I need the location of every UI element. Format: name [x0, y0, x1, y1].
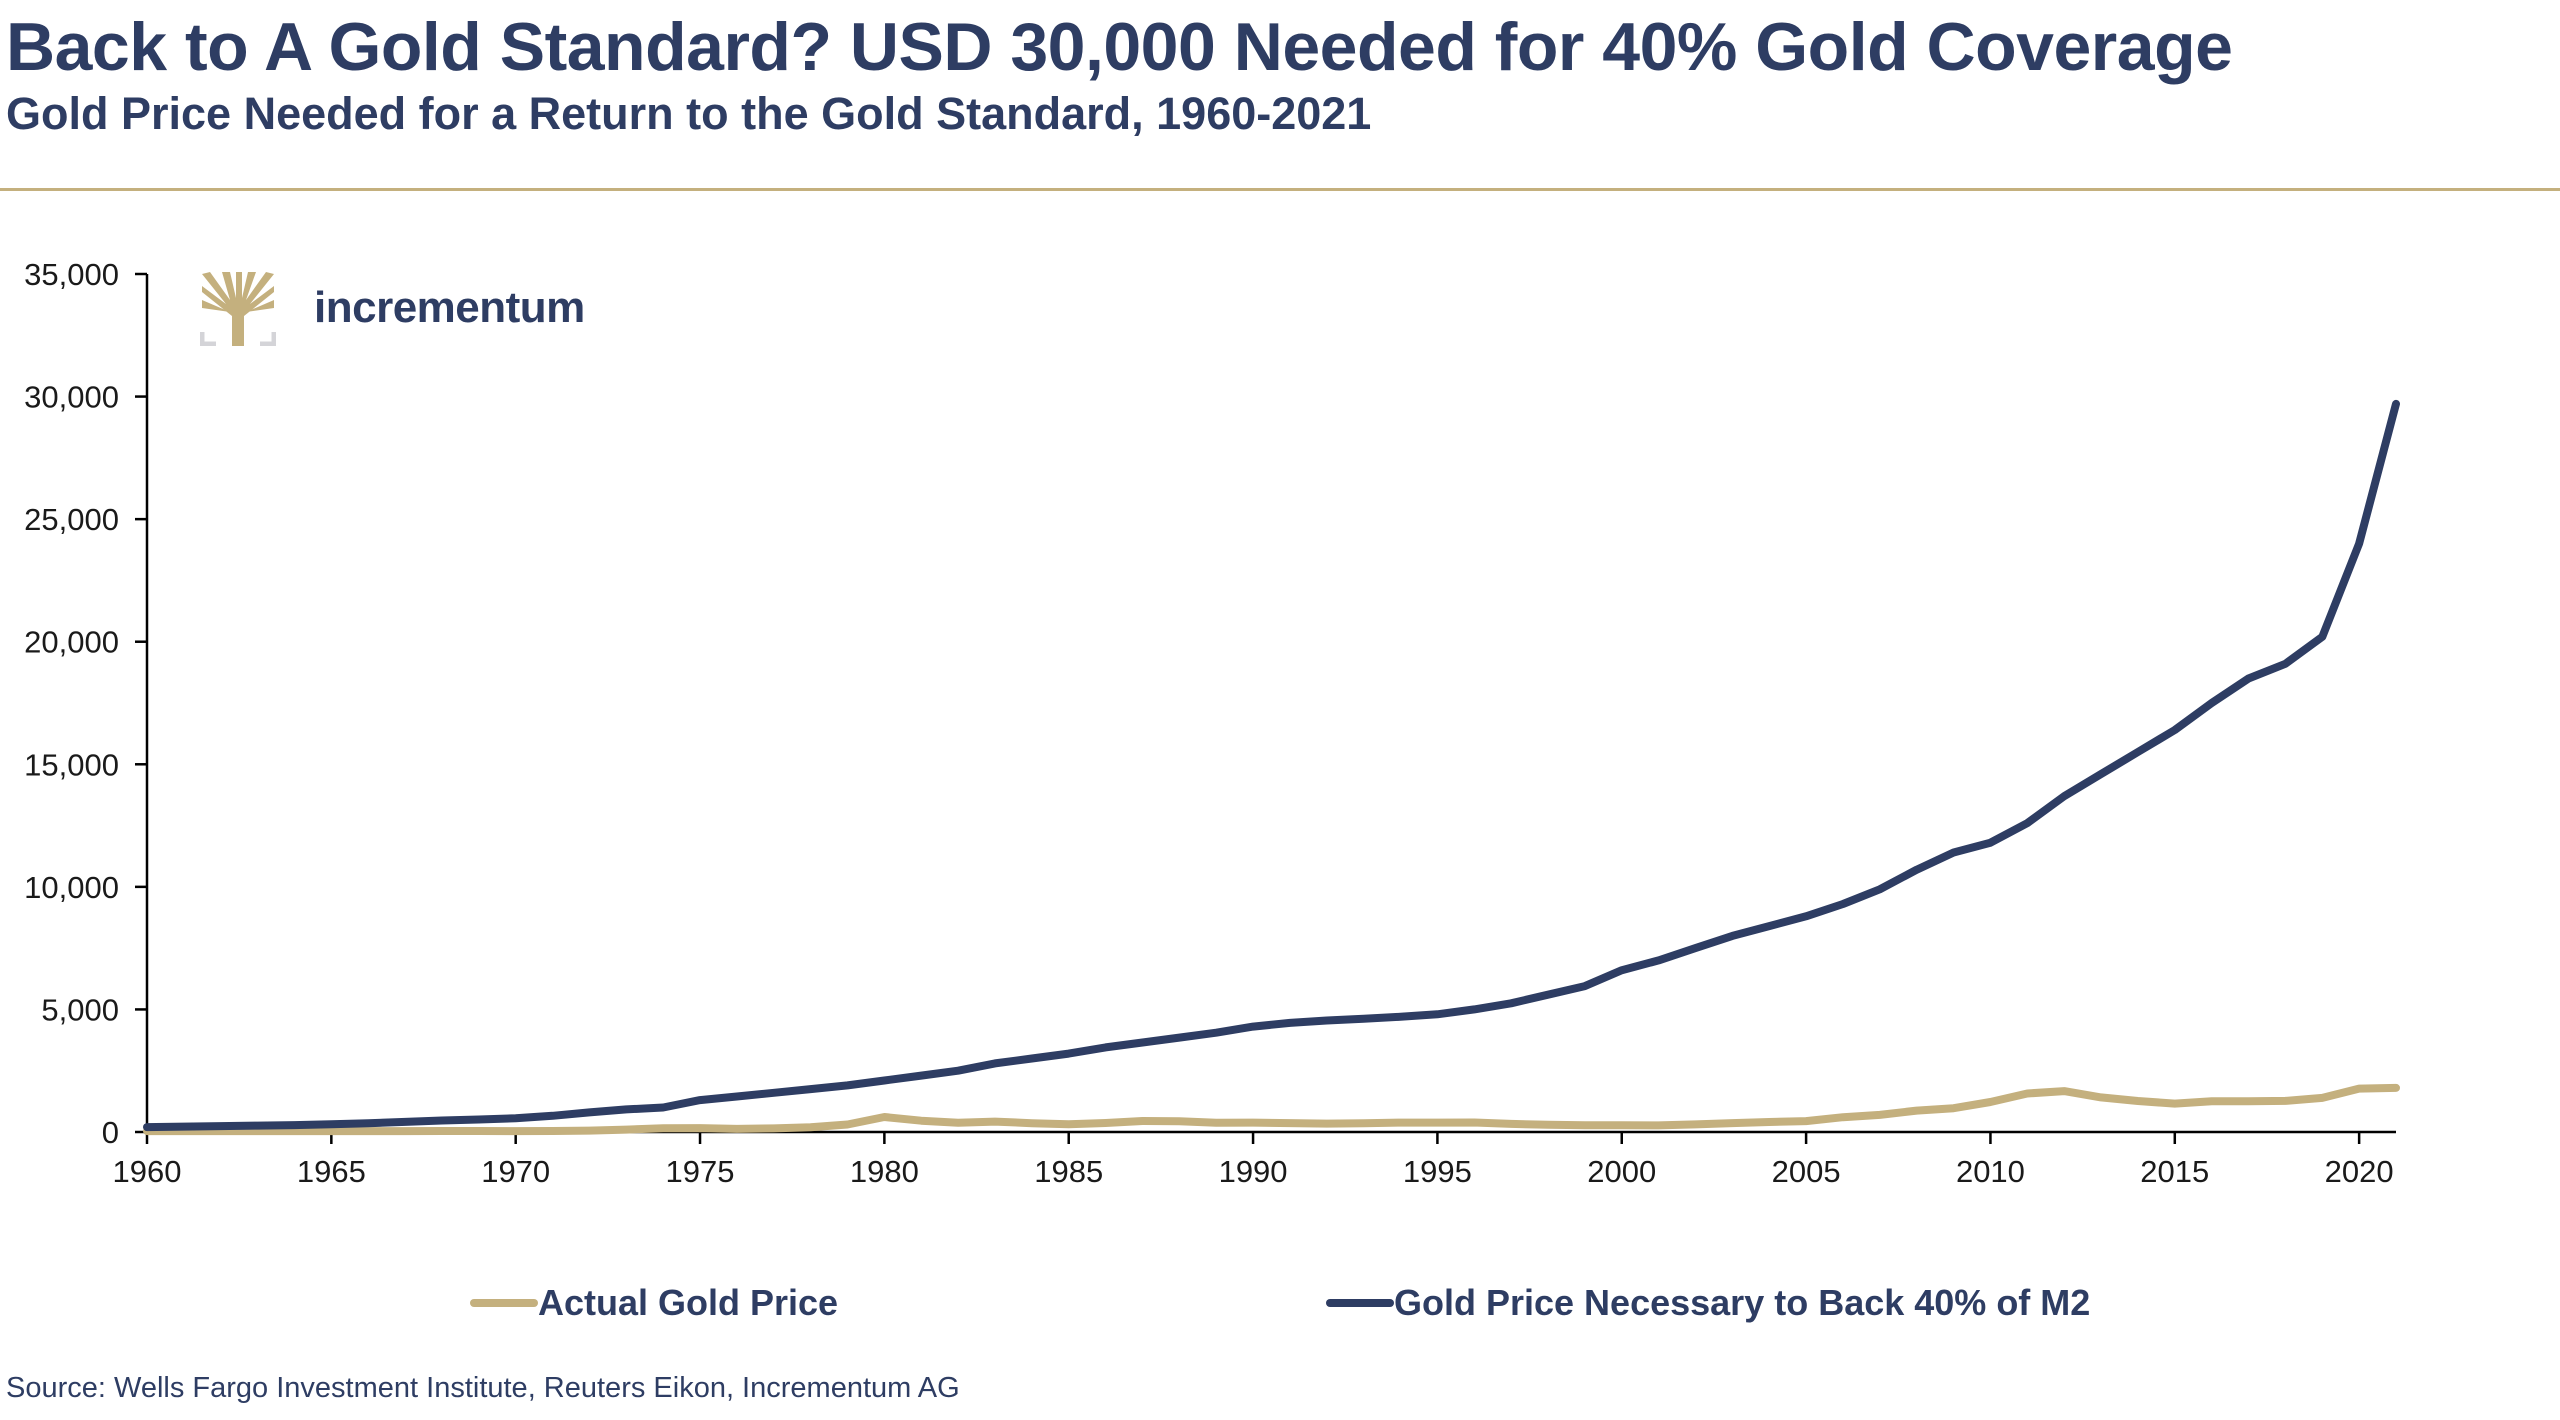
y-tick-label: 0	[102, 1115, 119, 1150]
x-tick-label: 2005	[1772, 1154, 1841, 1189]
series-lines	[143, 399, 2400, 1136]
legend-label: Actual Gold Price	[538, 1282, 839, 1323]
y-tick-label: 20,000	[24, 625, 119, 660]
incrementum-logo: incrementum	[200, 270, 585, 346]
x-tick-label: 1970	[481, 1154, 550, 1189]
x-tick-label: 1975	[666, 1154, 735, 1189]
y-tick-label: 35,000	[24, 257, 119, 292]
y-tick-label: 15,000	[24, 747, 119, 782]
legend-label: Gold Price Necessary to Back 40% of M2	[1394, 1282, 2091, 1323]
series-line-actual-gold-price	[143, 1083, 2400, 1136]
x-tick-label: 2015	[2140, 1154, 2209, 1189]
x-tick-label: 2010	[1956, 1154, 2025, 1189]
legend-swatch-gold	[470, 1299, 538, 1307]
x-tick-label: 1995	[1403, 1154, 1472, 1189]
x-tick-label: 1985	[1034, 1154, 1103, 1189]
y-tick-label: 10,000	[24, 870, 119, 905]
x-tick-label: 2000	[1587, 1154, 1656, 1189]
x-tick-label: 2020	[2325, 1154, 2394, 1189]
legend-item-gold-price-necessary: Gold Price Necessary to Back 40% of M2	[1326, 1282, 2090, 1324]
tree-icon	[200, 272, 276, 346]
header-divider	[0, 188, 2560, 191]
x-tick-label: 1990	[1219, 1154, 1288, 1189]
source-note: Source: Wells Fargo Investment Institute…	[6, 1372, 960, 1404]
x-tick-label: 1965	[297, 1154, 366, 1189]
y-tick-label: 25,000	[24, 502, 119, 537]
x-tick-label: 1960	[113, 1154, 182, 1189]
x-tick-label: 1980	[850, 1154, 919, 1189]
y-tick-label: 30,000	[24, 380, 119, 415]
logo-text: incrementum	[314, 283, 585, 332]
chart-subtitle: Gold Price Needed for a Return to the Go…	[6, 88, 1372, 139]
y-tick-label: 5,000	[41, 992, 119, 1027]
legend-item-actual-gold-price: Actual Gold Price	[470, 1282, 838, 1324]
legend-swatch-navy	[1326, 1299, 1394, 1307]
axes: 0 5,000 10,000 15,000 20,000 25,000 30,000 35,0…	[24, 257, 2396, 1189]
chart-title: Back to A Gold Standard? USD 30,000 Need…	[6, 9, 2233, 85]
series-line-gold-price-necessary-m2	[143, 399, 2400, 1132]
